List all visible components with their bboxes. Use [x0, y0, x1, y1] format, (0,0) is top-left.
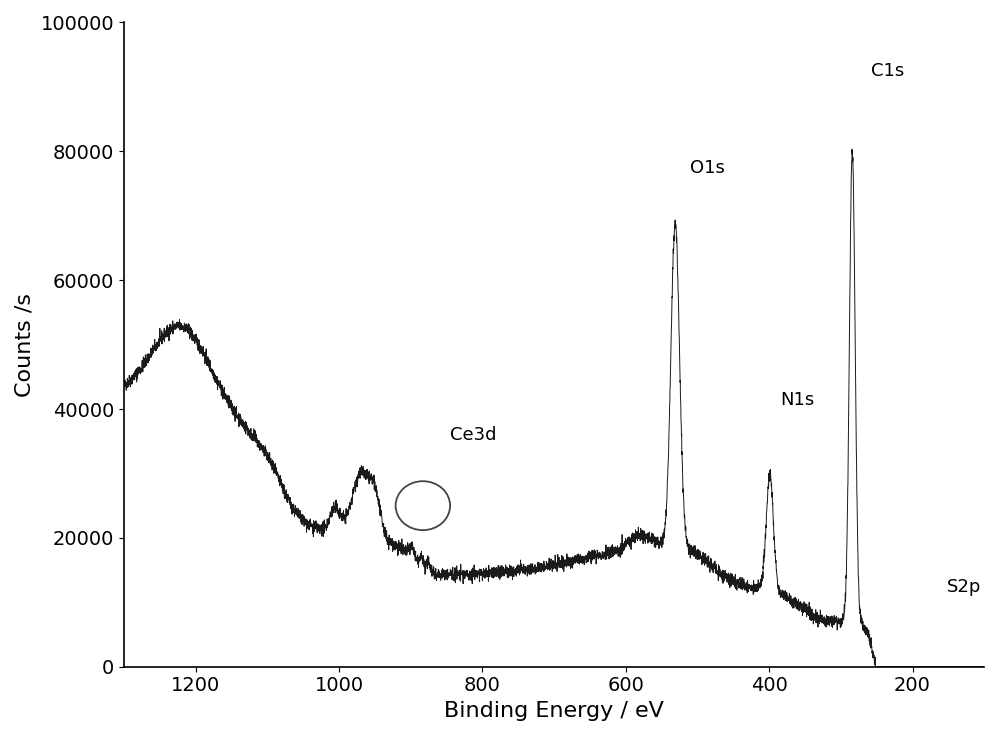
Text: O1s: O1s: [690, 159, 725, 177]
X-axis label: Binding Energy / eV: Binding Energy / eV: [444, 701, 664, 721]
Y-axis label: Counts /s: Counts /s: [15, 293, 35, 397]
Text: C1s: C1s: [871, 63, 904, 80]
Text: S2p: S2p: [947, 578, 981, 596]
Text: N1s: N1s: [780, 391, 814, 409]
Text: Ce3d: Ce3d: [450, 426, 497, 445]
